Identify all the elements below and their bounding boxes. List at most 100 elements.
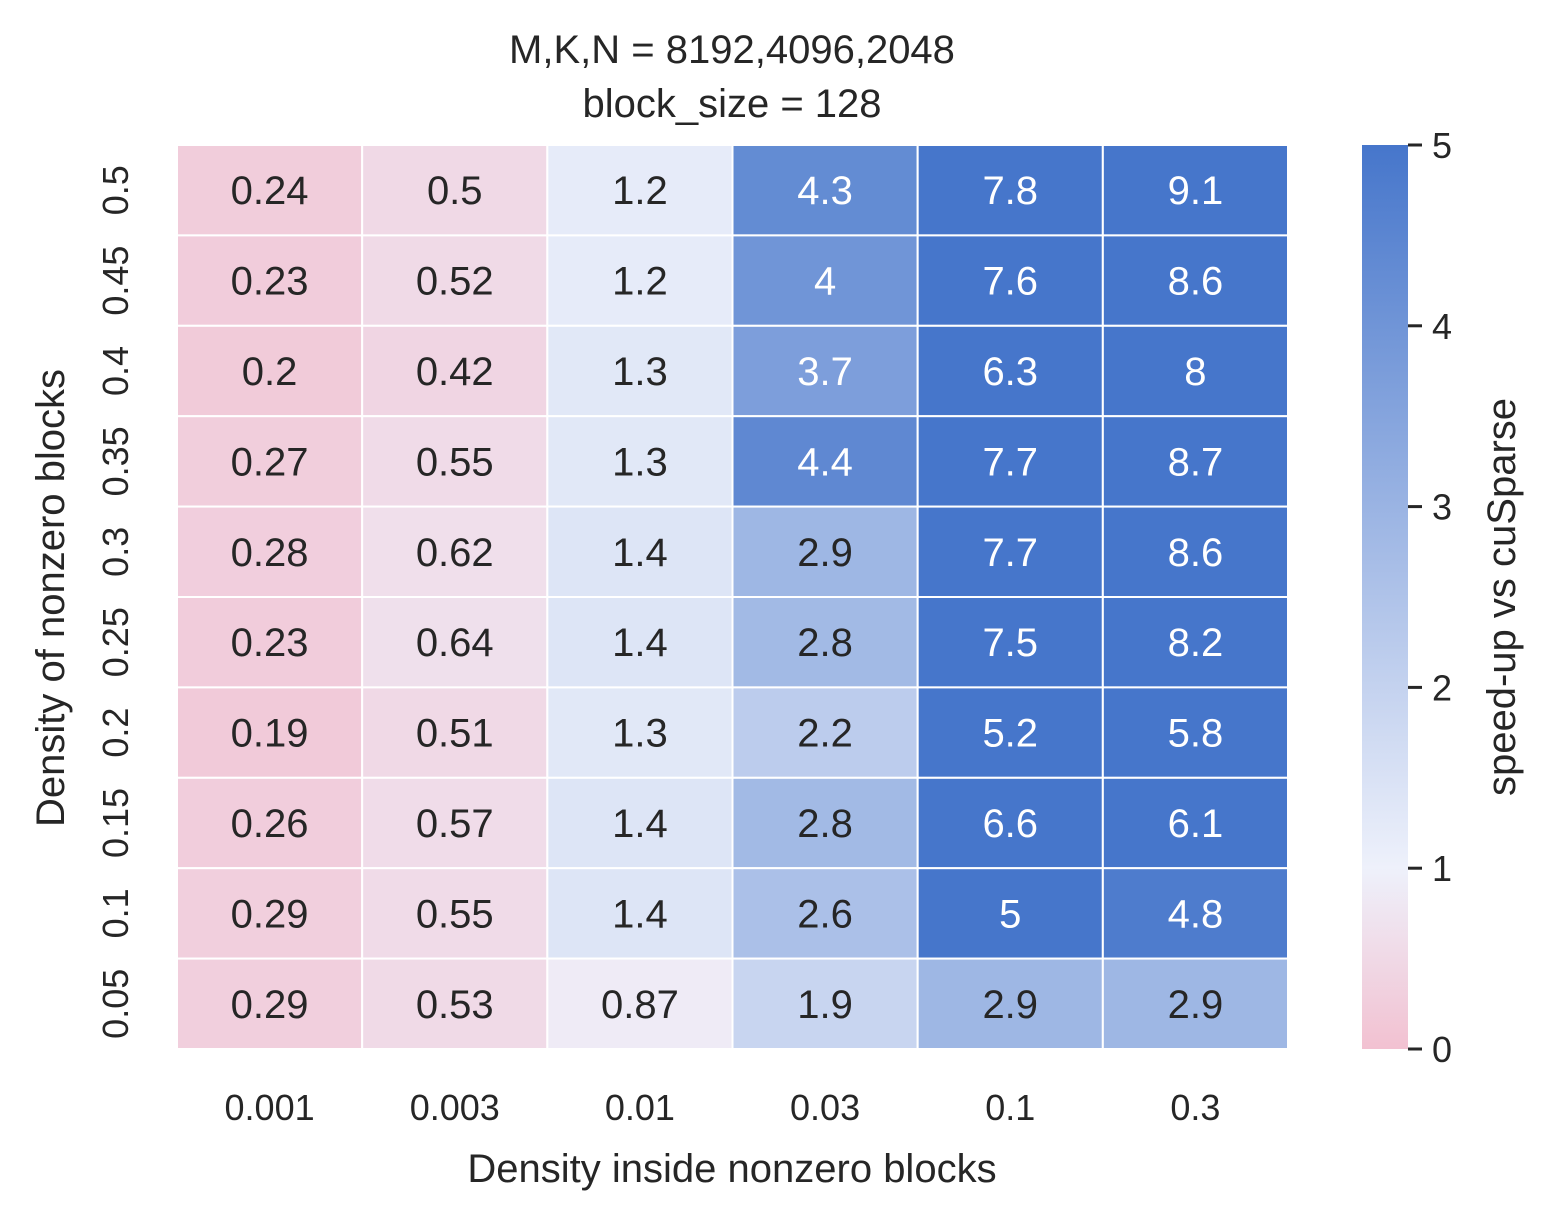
heatmap-cell-label: 9.1 [1168,169,1224,213]
heatmap-cell [731,686,919,779]
heatmap-cell [731,415,919,508]
heatmap-cell [1101,776,1290,870]
heatmap-cell [731,505,919,599]
heatmap-cell [916,957,1104,1050]
heatmap-cell [1101,957,1290,1050]
heatmap-cell [546,686,734,779]
heatmap-cell-label: 0.55 [416,892,494,936]
heatmap-cell [546,144,734,237]
heatmap-cell-label: 8 [1184,350,1206,394]
heatmap-cell-label: 2.2 [797,712,853,756]
colorbar-label: speed-up vs cuSparse [1480,398,1524,796]
heatmap-cell [1101,686,1290,779]
colorbar [1362,145,1408,1049]
heatmap-cell [361,957,549,1050]
heatmap-cell [361,415,549,508]
heatmap-cell [176,867,364,960]
heatmap-cell-label: 7.5 [982,621,1038,665]
heatmap-cell-label: 0.51 [416,712,494,756]
heatmap-cell-label: 8.6 [1168,531,1224,575]
heatmap-cell-label: 1.4 [612,531,668,575]
heatmap-cell-label: 2.9 [982,983,1038,1027]
x-tick-label: 0.003 [410,1087,500,1128]
heatmap-cell [361,234,549,327]
y-tick-label: 0.05 [95,969,136,1039]
chart-title-line-1: M,K,N = 8192,4096,2048 [509,28,955,72]
heatmap-cell [1101,415,1290,508]
heatmap-cell [916,867,1104,960]
x-tick-label: 0.01 [605,1087,675,1128]
heatmap-cell [546,867,734,960]
heatmap-cell-label: 1.2 [612,169,668,213]
heatmap-cell-label: 0.23 [231,621,309,665]
colorbar-ticks: 0 1 2 3 4 5 [1408,125,1452,1070]
colorbar-tick-label: 3 [1432,487,1452,528]
chart-title-line-2: block_size = 128 [582,82,881,126]
heatmap-cell [176,686,364,779]
heatmap-cell [546,505,734,599]
heatmap-cell-label: 1.3 [612,440,668,484]
x-tick-label: 0.03 [790,1087,860,1128]
heatmap-cell-label: 1.2 [612,260,668,304]
heatmap-cell-label: 0.55 [416,440,494,484]
heatmap-cell [916,776,1104,870]
x-tick-label: 0.001 [225,1087,315,1128]
heatmap-cell-label: 0.2 [242,350,298,394]
heatmap-cell [176,776,364,870]
heatmap-cell-label: 4 [814,260,836,304]
x-tick-labels: 0.001 0.003 0.01 0.03 0.1 0.3 [225,1087,1221,1128]
heatmap-cell [1101,234,1290,327]
heatmap-cell [361,324,549,418]
heatmap-cell-label: 8.6 [1168,260,1224,304]
x-tick-label: 0.3 [1170,1087,1220,1128]
y-tick-label: 0.45 [95,246,136,316]
y-tick-label: 0.5 [95,165,136,215]
heatmap-cell [731,234,919,327]
heatmap-cell [361,867,549,960]
heatmap-cell-label: 5 [999,892,1021,936]
heatmap-cell-label: 0.42 [416,350,494,394]
heatmap-cell-label: 0.19 [231,712,309,756]
heatmap-cell-label: 0.23 [231,260,309,304]
heatmap-cell-label: 2.6 [797,892,853,936]
heatmap-cell [1101,505,1290,599]
x-tick-label: 0.1 [985,1087,1035,1128]
heatmap-cell-label: 4.4 [797,440,853,484]
y-tick-label: 0.2 [95,708,136,758]
heatmap-cell [176,415,364,508]
heatmap-cell-label: 0.5 [427,169,483,213]
heatmap-cell [916,415,1104,508]
heatmap-cell-label: 0.87 [601,983,679,1027]
colorbar-tick-label: 0 [1432,1029,1452,1070]
heatmap-cell [546,415,734,508]
heatmap-cell [361,144,549,237]
heatmap-cell [916,324,1104,418]
heatmap-cell [176,596,364,689]
y-tick-labels: 0.5 0.45 0.4 0.35 0.3 0.25 0.2 0.15 0.1 0.05 [95,165,136,1039]
heatmap-cell [546,776,734,870]
heatmap-cell-label: 0.29 [231,892,309,936]
heatmap-cell-label: 6.3 [982,350,1038,394]
y-tick-label: 0.25 [95,607,136,677]
heatmap-cell-label: 1.9 [797,983,853,1027]
heatmap-cell-label: 7.8 [982,169,1038,213]
x-axis-label: Density inside nonzero blocks [467,1147,996,1191]
y-tick-label: 0.4 [95,346,136,396]
heatmap-cell-label: 6.1 [1168,802,1224,846]
heatmap-cells: 0.24 0.5 1.2 4.3 7.8 9.1 0.23 0.52 1.2 4 7.6 8.6 0.2… [176,144,1290,1050]
heatmap-cell-label: 1.4 [612,621,668,665]
heatmap-cell-label: 2.9 [797,531,853,575]
heatmap-cell-label: 1.4 [612,892,668,936]
heatmap-cell-label: 5.2 [982,712,1038,756]
heatmap-cell-label: 0.29 [231,983,309,1027]
heatmap-cell [731,324,919,418]
heatmap-cell [1101,596,1290,689]
y-tick-label: 0.35 [95,426,136,496]
heatmap-cell-label: 7.7 [982,531,1038,575]
heatmap-cell-label: 0.28 [231,531,309,575]
y-tick-label: 0.15 [95,788,136,858]
heatmap-cell [176,505,364,599]
y-tick-label: 0.1 [95,888,136,938]
heatmap-cell [1101,324,1290,418]
